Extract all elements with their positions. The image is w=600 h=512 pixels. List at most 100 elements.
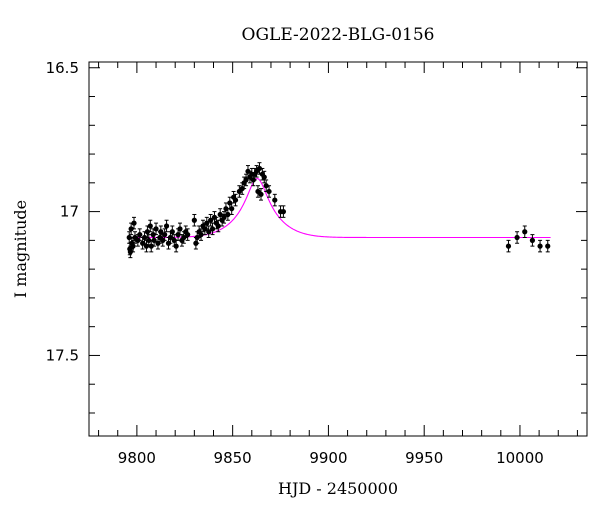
data-points: [126, 162, 551, 259]
data-point: [191, 213, 197, 227]
data-point: [229, 202, 235, 215]
data-marker: [141, 234, 148, 241]
x-tick-label: 9800: [118, 449, 156, 467]
data-marker: [266, 188, 272, 195]
y-tick-label: 17: [60, 203, 79, 221]
data-marker: [130, 243, 136, 249]
data-marker: [280, 209, 287, 215]
data-point: [236, 185, 242, 198]
data-point: [128, 222, 134, 236]
data-marker: [514, 234, 520, 241]
data-marker: [225, 211, 231, 218]
data-marker: [137, 232, 143, 238]
data-point: [147, 219, 153, 233]
data-point: [127, 245, 133, 259]
x-tick-labels: 9800 9850 9900 9950 10000: [118, 449, 544, 467]
data-point: [266, 185, 272, 198]
data-marker: [243, 177, 249, 183]
data-marker: [131, 220, 137, 226]
x-tick-label: 9850: [214, 449, 252, 467]
data-marker: [191, 217, 197, 223]
data-point: [258, 188, 264, 201]
x-tick-label: 10000: [496, 449, 544, 467]
data-point: [141, 231, 148, 244]
data-point: [163, 219, 170, 233]
data-marker: [204, 220, 210, 226]
data-point: [514, 231, 520, 244]
data-point: [162, 228, 168, 241]
data-marker: [169, 229, 175, 235]
data-marker: [173, 243, 179, 249]
data-marker: [215, 223, 221, 229]
data-point: [505, 239, 512, 253]
data-marker: [128, 226, 134, 232]
data-marker: [229, 206, 235, 212]
data-point: [177, 222, 183, 236]
data-point: [261, 170, 267, 184]
chart-title: OGLE-2022-BLG-0156: [242, 25, 435, 45]
data-marker: [232, 197, 239, 203]
data-point: [126, 231, 132, 244]
x-tick-label: 9900: [309, 449, 347, 467]
data-point: [537, 239, 543, 253]
data-point: [280, 205, 287, 218]
data-marker: [522, 229, 528, 235]
data-point: [153, 222, 159, 236]
data-point: [185, 228, 191, 241]
data-point: [243, 173, 249, 187]
data-marker: [272, 197, 278, 203]
data-point: [545, 239, 551, 253]
y-tick-label: 17.5: [46, 346, 79, 364]
x-axis-label: HJD - 2450000: [278, 479, 398, 498]
data-point: [221, 211, 227, 224]
data-point: [272, 193, 278, 207]
data-point: [158, 225, 164, 238]
data-marker: [163, 223, 170, 229]
data-point: [143, 239, 150, 253]
data-marker: [209, 226, 216, 232]
y-tick-label: 16.5: [46, 59, 79, 77]
data-point: [232, 193, 239, 207]
data-point: [529, 234, 536, 247]
data-marker: [545, 243, 551, 249]
data-marker: [153, 226, 159, 232]
data-marker: [221, 214, 227, 220]
data-point: [131, 216, 137, 230]
data-marker: [185, 232, 191, 238]
data-marker: [126, 234, 132, 241]
data-marker: [147, 223, 153, 229]
data-point: [522, 225, 528, 238]
data-marker: [143, 243, 150, 249]
data-point: [225, 208, 231, 221]
data-marker: [162, 232, 168, 238]
data-point: [208, 213, 214, 227]
data-marker: [151, 237, 157, 243]
data-point: [204, 216, 210, 230]
data-marker: [206, 229, 212, 235]
model-curve: [129, 178, 551, 239]
data-point: [130, 239, 136, 253]
data-marker: [537, 243, 543, 249]
data-marker: [158, 229, 164, 235]
data-point: [256, 162, 263, 175]
data-point: [137, 228, 143, 241]
data-marker: [505, 243, 512, 249]
data-point: [169, 225, 175, 238]
data-marker: [148, 243, 154, 249]
x-tick-label: 9950: [405, 449, 443, 467]
data-marker: [529, 237, 536, 243]
data-marker: [208, 217, 214, 223]
y-axis-label: I magnitude: [11, 200, 30, 298]
y-tick-labels: 16.5 17 17.5: [46, 59, 79, 365]
data-marker: [261, 174, 267, 180]
data-marker: [146, 237, 152, 243]
data-point: [151, 234, 157, 247]
data-marker: [127, 249, 133, 255]
data-marker: [177, 226, 183, 232]
data-marker: [263, 183, 269, 189]
major-ticks: [89, 62, 587, 436]
data-marker: [256, 165, 263, 172]
minor-ticks: [89, 62, 587, 436]
data-marker: [144, 229, 151, 235]
